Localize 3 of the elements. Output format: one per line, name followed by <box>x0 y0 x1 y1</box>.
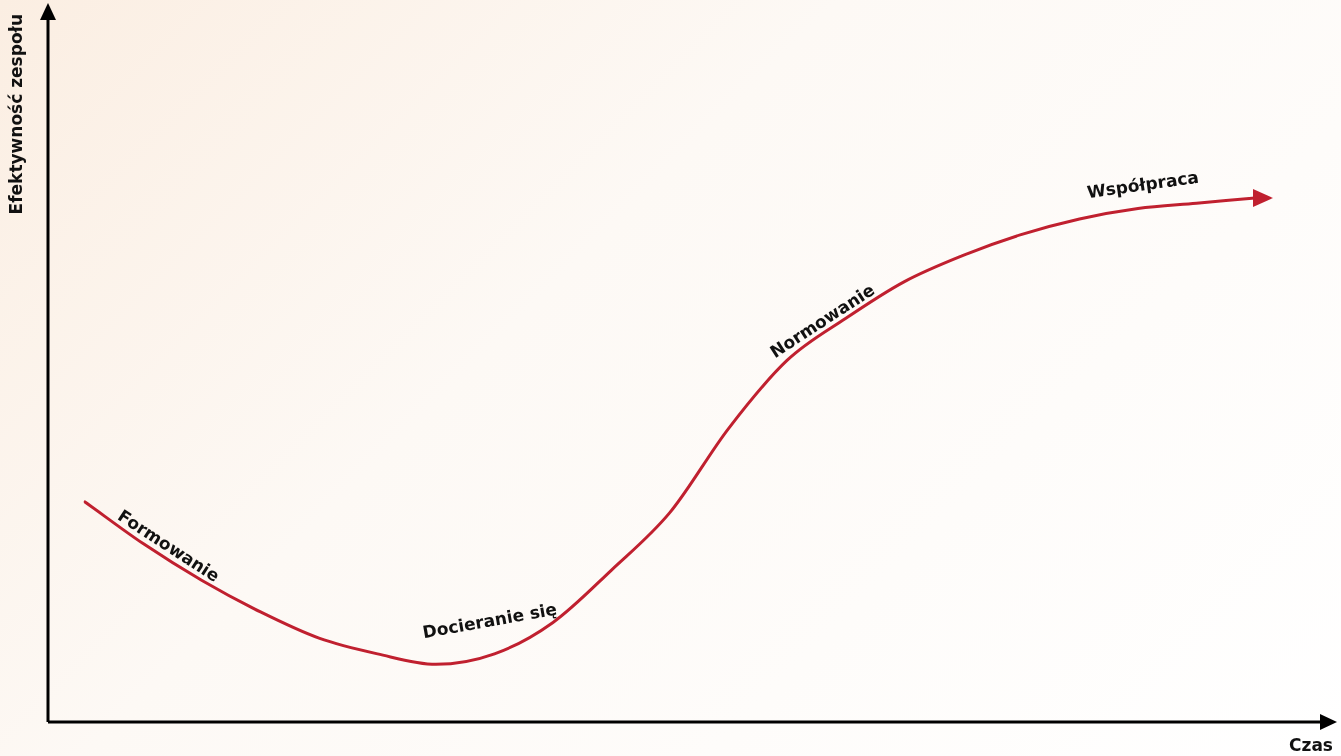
x-axis-title: Czas <box>1289 735 1333 756</box>
annotation: Współpraca <box>1085 166 1200 203</box>
y-axis-title: Efektywność zespołu <box>6 14 27 215</box>
